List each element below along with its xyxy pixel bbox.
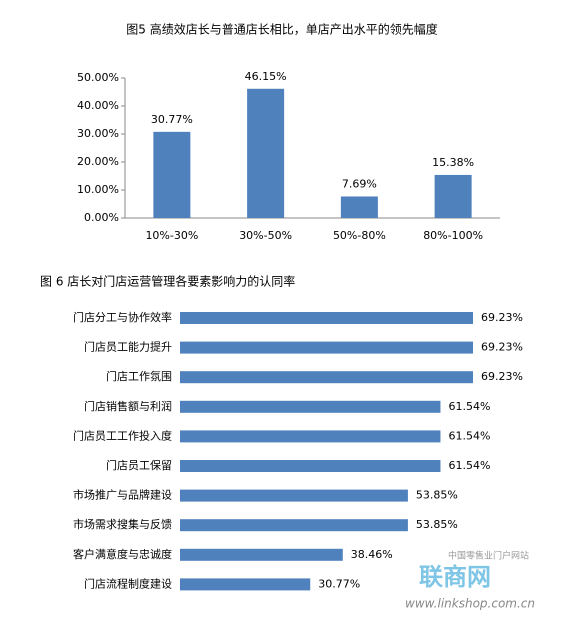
value-label: 61.54% xyxy=(448,400,490,413)
category-label: 市场推广与品牌建设 xyxy=(73,488,172,502)
bar xyxy=(180,489,408,502)
value-label: 69.23% xyxy=(481,311,523,324)
y-tick-label: 0.00% xyxy=(84,211,119,224)
bar xyxy=(180,400,441,413)
bar xyxy=(180,578,311,591)
value-label: 38.46% xyxy=(351,548,393,561)
bar xyxy=(180,519,408,532)
watermark-tagline: 中国零售业门户网站 xyxy=(448,550,529,562)
value-label: 61.54% xyxy=(448,429,490,442)
bar xyxy=(180,460,441,472)
x-tick-label: 80%-100% xyxy=(423,229,483,242)
category-label: 门店工作氛围 xyxy=(106,369,172,383)
value-label: 30.77% xyxy=(151,113,193,126)
value-label: 69.23% xyxy=(481,341,523,354)
chart-title: 图 6 店长对门店运营管理各要素影响力的认同率 xyxy=(40,274,295,289)
bar xyxy=(434,174,472,218)
category-label: 客户满意度与忠诚度 xyxy=(73,547,172,561)
category-label: 门店员工能力提升 xyxy=(84,340,172,354)
bar xyxy=(180,430,441,443)
value-label: 15.38% xyxy=(432,156,474,169)
value-label: 61.54% xyxy=(448,459,490,472)
bar xyxy=(153,131,191,218)
value-label: 7.69% xyxy=(342,177,377,190)
x-tick-label: 30%-50% xyxy=(239,229,292,242)
x-tick-label: 10%-30% xyxy=(145,229,198,242)
x-tick-label: 50%-80% xyxy=(333,229,386,242)
bar xyxy=(247,88,285,218)
bar xyxy=(180,341,473,354)
category-label: 门店销售额与利润 xyxy=(84,399,172,413)
bar xyxy=(180,371,473,384)
y-tick-label: 50.00% xyxy=(77,71,119,84)
y-tick-label: 30.00% xyxy=(77,127,119,140)
value-label: 46.15% xyxy=(245,70,287,83)
value-label: 69.23% xyxy=(481,370,523,383)
chart-title: 图5 高绩效店长与普通店长相比，单店产出水平的领先幅度 xyxy=(126,22,437,37)
category-label: 门店分工与协作效率 xyxy=(73,310,172,324)
bar xyxy=(180,548,343,561)
category-label: 市场需求搜集与反馈 xyxy=(73,517,172,531)
value-label: 53.85% xyxy=(416,489,458,502)
category-label: 门店流程制度建设 xyxy=(84,576,172,590)
value-label: 30.77% xyxy=(318,577,360,590)
category-label: 门店员工工作投入度 xyxy=(73,428,172,442)
bar xyxy=(340,196,378,218)
category-label: 门店员工保留 xyxy=(106,458,172,472)
y-tick-label: 40.00% xyxy=(77,99,119,112)
value-label: 53.85% xyxy=(416,518,458,531)
y-tick-label: 20.00% xyxy=(77,155,119,168)
watermark-url: www.linkshop.com.cn xyxy=(405,597,535,611)
watermark-logo: 联商网 xyxy=(419,563,491,591)
y-tick-label: 10.00% xyxy=(77,183,119,196)
bar xyxy=(180,312,473,324)
